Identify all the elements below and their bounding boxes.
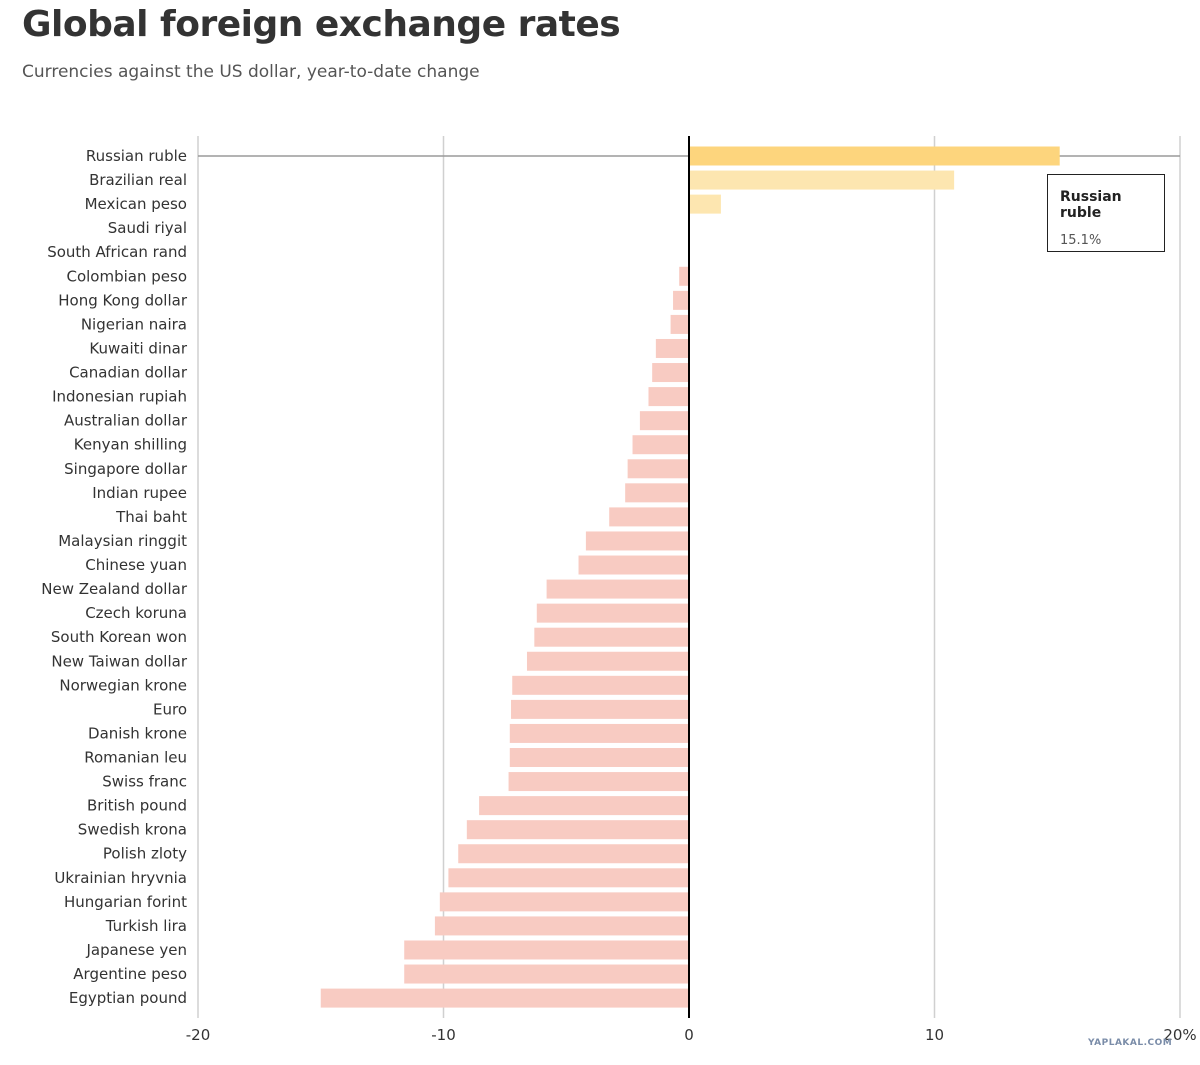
bar[interactable] <box>689 146 1060 166</box>
bar[interactable] <box>404 964 689 984</box>
category-label: South African rand <box>47 243 187 261</box>
axis-ticks: -20 -10 0 10 20% <box>186 1026 1197 1044</box>
category-label: Ukrainian hryvnia <box>54 869 187 887</box>
category-label: Turkish lira <box>105 917 187 935</box>
x-tick-label: -10 <box>431 1026 456 1044</box>
x-tick-label: 10 <box>925 1026 944 1044</box>
category-label: New Zealand dollar <box>41 580 188 598</box>
category-label: Euro <box>153 700 187 718</box>
category-label: Swedish krona <box>78 821 187 839</box>
bar[interactable] <box>689 170 955 190</box>
bar[interactable] <box>448 868 689 888</box>
category-label: Canadian dollar <box>69 364 188 382</box>
bar[interactable] <box>404 940 689 960</box>
watermark: YAPLAKAL.COM <box>1088 1038 1173 1048</box>
x-tick-label: -20 <box>186 1026 211 1044</box>
bar[interactable] <box>536 603 689 623</box>
category-label: Mexican peso <box>85 195 187 213</box>
bar[interactable] <box>526 651 689 671</box>
bar[interactable] <box>609 507 689 527</box>
category-label: Nigerian naira <box>81 315 187 333</box>
bar[interactable] <box>639 411 689 431</box>
bar[interactable] <box>670 314 689 334</box>
bar[interactable] <box>479 796 689 816</box>
category-label: Argentine peso <box>73 965 187 983</box>
category-label: Czech koruna <box>85 604 187 622</box>
chart-subtitle: Currencies against the US dollar, year-t… <box>22 62 480 82</box>
category-label: Kuwaiti dinar <box>89 339 187 357</box>
category-label: Indonesian rupiah <box>52 388 187 406</box>
bar[interactable] <box>673 290 689 310</box>
category-label: Egyptian pound <box>69 989 187 1007</box>
bar[interactable] <box>648 387 689 407</box>
bar[interactable] <box>509 748 689 767</box>
category-label: Danish krone <box>88 724 187 742</box>
chart-title: Global foreign exchange rates <box>22 4 621 45</box>
bar[interactable] <box>458 844 689 864</box>
bar[interactable] <box>509 723 689 743</box>
bar[interactable] <box>585 531 689 551</box>
bar[interactable] <box>679 266 689 286</box>
category-label: Colombian peso <box>66 267 187 285</box>
category-label: Brazilian real <box>89 171 187 189</box>
bars-layer <box>320 146 1060 1008</box>
category-label: Malaysian ringgit <box>58 532 187 550</box>
bar[interactable] <box>511 699 689 719</box>
category-label: Kenyan shilling <box>74 436 187 454</box>
category-labels: Russian ruble Brazilian real Mexican peso S… <box>41 147 188 1007</box>
category-label: Russian ruble <box>86 147 187 165</box>
bar[interactable] <box>508 772 689 792</box>
bar[interactable] <box>434 916 689 936</box>
bar[interactable] <box>512 675 689 695</box>
category-label: Thai baht <box>115 508 187 526</box>
category-label: South Korean won <box>51 628 187 646</box>
category-label: British pound <box>87 797 187 815</box>
bar[interactable] <box>627 459 689 479</box>
bar[interactable] <box>466 820 689 840</box>
category-label: Norwegian krone <box>59 676 187 694</box>
category-label: Polish zloty <box>103 845 187 863</box>
category-label: Hong Kong dollar <box>58 291 188 309</box>
bar[interactable] <box>578 555 689 575</box>
bar[interactable] <box>625 483 689 503</box>
bar[interactable] <box>439 892 689 912</box>
tooltip-currency-name: Russian ruble <box>1060 189 1122 221</box>
category-label: Singapore dollar <box>64 460 188 478</box>
category-label: Saudi riyal <box>108 219 187 237</box>
bar[interactable] <box>546 579 689 599</box>
category-label: Australian dollar <box>64 412 188 430</box>
tooltip-value: 15.1% <box>1060 233 1102 248</box>
bar[interactable] <box>689 194 721 214</box>
bar[interactable] <box>534 627 689 647</box>
bar[interactable] <box>320 988 689 1008</box>
x-tick-label: 0 <box>684 1026 694 1044</box>
category-label: Swiss franc <box>102 773 187 791</box>
bar[interactable] <box>655 338 689 358</box>
bar[interactable] <box>652 363 689 383</box>
bar[interactable] <box>632 435 689 455</box>
category-label: Indian rupee <box>92 484 187 502</box>
x-tick-label: 20% <box>1163 1026 1196 1044</box>
category-label: Hungarian forint <box>64 893 187 911</box>
category-label: New Taiwan dollar <box>51 652 187 670</box>
category-label: Chinese yuan <box>85 556 187 574</box>
category-label: Japanese yen <box>86 941 188 959</box>
tooltip: Russian ruble 15.1% <box>1047 174 1165 252</box>
category-label: Romanian leu <box>84 749 187 767</box>
